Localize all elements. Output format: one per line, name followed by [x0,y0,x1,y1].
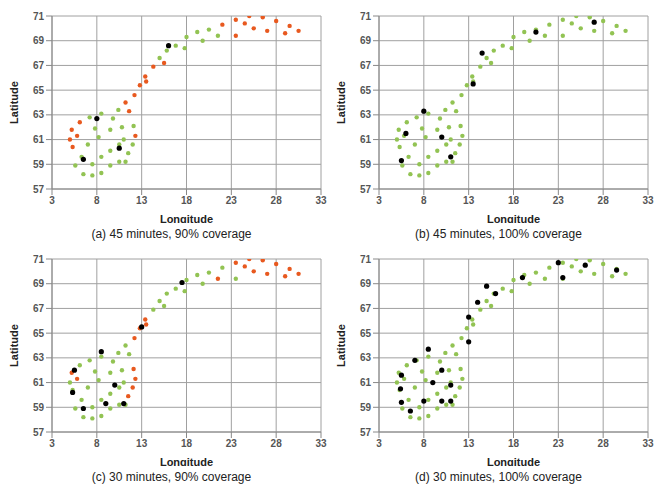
svg-text:23: 23 [553,438,565,449]
svg-text:57: 57 [33,184,45,195]
svg-text:18: 18 [181,195,193,206]
svg-text:69: 69 [33,35,45,46]
html-text:(d) 30 minutes, 100% coverage: (d) 30 minutes, 100% coverage [415,470,582,484]
svg-text:8: 8 [94,195,100,206]
svg-text:33: 33 [315,438,327,449]
svg-text:33: 33 [642,195,654,206]
html-text:(a) 45 minutes, 90% coverage: (a) 45 minutes, 90% coverage [91,227,252,241]
svg-text:59: 59 [360,159,372,170]
svg-text:18: 18 [181,438,193,449]
svg-text:65: 65 [360,328,372,339]
svg-text:63: 63 [360,109,372,120]
svg-text:Latitude: Latitude [335,81,347,124]
svg-text:33: 33 [315,195,327,206]
svg-text:28: 28 [598,438,610,449]
svg-text:Latitude: Latitude [8,324,20,367]
svg-text:59: 59 [33,159,45,170]
svg-text:33: 33 [642,438,654,449]
svg-text:65: 65 [360,85,372,96]
svg-text:65: 65 [33,328,45,339]
svg-text:57: 57 [360,184,372,195]
svg-text:61: 61 [33,377,45,388]
svg-text:13: 13 [136,195,148,206]
svg-text:Latitude: Latitude [8,81,20,124]
svg-text:65: 65 [33,85,45,96]
svg-text:18: 18 [508,195,520,206]
svg-text:28: 28 [271,438,283,449]
svg-text:13: 13 [136,438,148,449]
svg-text:61: 61 [360,377,372,388]
svg-text:71: 71 [33,11,45,22]
svg-text:3: 3 [376,195,382,206]
svg-text:23: 23 [226,438,238,449]
svg-text:8: 8 [421,438,427,449]
svg-text:3: 3 [376,438,382,449]
svg-text:18: 18 [508,438,520,449]
svg-text:67: 67 [360,303,372,314]
svg-text:13: 13 [463,195,475,206]
svg-text:23: 23 [226,195,238,206]
svg-text:63: 63 [33,352,45,363]
svg-text:57: 57 [33,427,45,438]
svg-text:67: 67 [33,303,45,314]
svg-text:69: 69 [360,278,372,289]
svg-text:Longitude: Longitude [487,456,540,466]
svg-text:69: 69 [33,278,45,289]
svg-text:59: 59 [33,402,45,413]
html-text:(c) 30 minutes, 90% coverage: (c) 30 minutes, 90% coverage [91,470,252,484]
svg-text:23: 23 [553,195,565,206]
svg-text:28: 28 [271,195,283,206]
svg-text:63: 63 [360,352,372,363]
svg-text:61: 61 [360,134,372,145]
svg-text:28: 28 [598,195,610,206]
svg-text:Latitude: Latitude [335,324,347,367]
svg-text:67: 67 [33,60,45,71]
svg-text:Longitude: Longitude [160,213,213,223]
svg-text:71: 71 [33,254,45,265]
svg-text:71: 71 [360,11,372,22]
svg-text:13: 13 [463,438,475,449]
svg-text:57: 57 [360,427,372,438]
svg-text:61: 61 [33,134,45,145]
svg-text:8: 8 [94,438,100,449]
svg-text:3: 3 [49,438,55,449]
svg-text:59: 59 [360,402,372,413]
html-text:(b) 45 minutes, 100% coverage: (b) 45 minutes, 100% coverage [415,227,582,241]
svg-text:71: 71 [360,254,372,265]
svg-text:69: 69 [360,35,372,46]
svg-text:Longitude: Longitude [487,213,540,223]
svg-text:3: 3 [49,195,55,206]
svg-text:8: 8 [421,195,427,206]
svg-text:67: 67 [360,60,372,71]
svg-text:63: 63 [33,109,45,120]
svg-text:Longitude: Longitude [160,456,213,466]
